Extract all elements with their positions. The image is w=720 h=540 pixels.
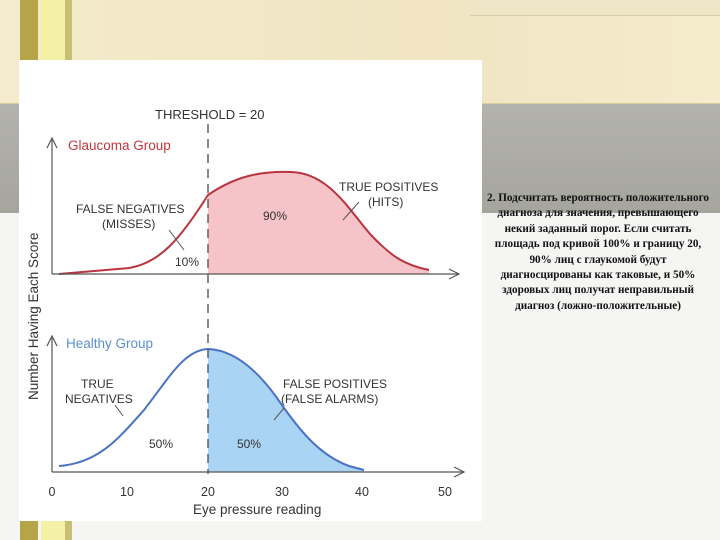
false-positives-pointer [273,407,285,421]
glaucoma-y-arrow [46,136,58,149]
pct-true-negatives-label: 50% [149,437,173,451]
x-tick-30: 30 [275,485,289,499]
glaucoma-hits-area [208,171,429,274]
healthy-x-arrow [453,466,466,478]
x-tick-50: 50 [438,485,452,499]
slide-corner-tab [470,0,720,16]
x-axis-label: Eye pressure reading [193,502,321,517]
x-tick-0: 0 [49,485,56,499]
glaucoma-curve [58,170,430,275]
false-positives-label-line2: (FALSE ALARMS) [281,392,378,406]
glaucoma-x-arrow [448,268,461,280]
false-negatives-label-line1: FALSE NEGATIVES [76,202,184,216]
x-tick-10: 10 [120,485,134,499]
healthy-group-label: Healthy Group [66,336,153,351]
pct-false-positives-label: 50% [237,437,261,451]
false-negatives-pointer [168,229,185,251]
healthy-y-arrow [46,334,58,347]
true-positives-pointer [342,201,360,221]
true-negatives-label-line1: TRUE [81,377,114,391]
false-positives-label-line1: FALSE POSITIVES [283,377,387,391]
true-negatives-label-line2: NEGATIVES [65,392,133,406]
false-negatives-label-line2: (MISSES) [102,217,155,231]
y-axis-label: Number Having Each Score [26,233,41,400]
threshold-label: THRESHOLD = 20 [155,107,264,122]
true-negatives-pointer [114,404,124,417]
x-tick-20: 20 [201,485,215,499]
pct-misses-label: 10% [175,255,199,269]
true-positives-label-line1: TRUE POSITIVES [339,180,438,194]
slide-caption-text: 2. Подсчитать вероятность положительного… [487,192,709,312]
pct-hits-label: 90% [263,209,287,223]
true-positives-label-line2: (HITS) [368,195,403,209]
figure-svg: THRESHOLD = 20 Number Having Each Score … [26,107,466,517]
healthy-false-alarms-area [208,349,364,472]
signal-detection-figure: THRESHOLD = 20 Number Having Each Score … [19,60,482,521]
x-tick-40: 40 [355,485,369,499]
glaucoma-group-label: Glaucoma Group [68,138,171,153]
